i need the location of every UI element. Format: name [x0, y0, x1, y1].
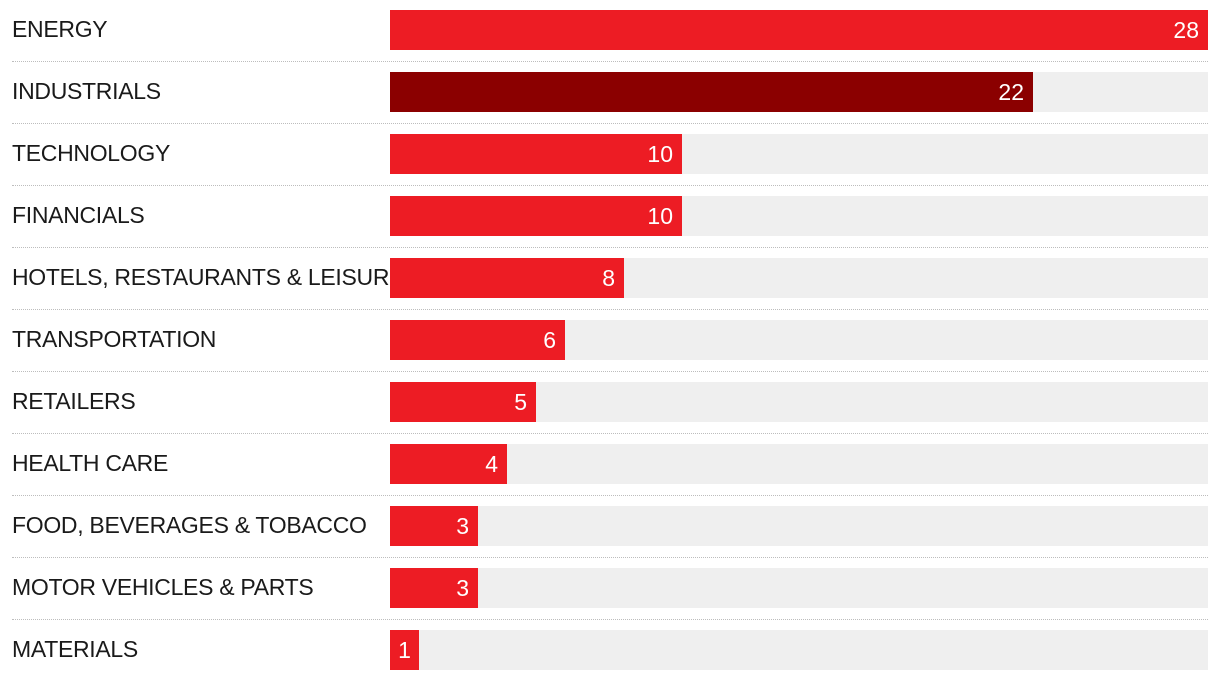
bar-value-label: 10: [647, 203, 673, 229]
row-divider: [12, 247, 1208, 248]
chart-row: MOTOR VEHICLES & PARTS 3: [0, 558, 1220, 620]
category-label: INDUSTRIALS: [12, 78, 161, 104]
bar: 10: [390, 134, 682, 174]
bar: 1: [390, 630, 419, 670]
bar-track: 3: [390, 568, 1208, 608]
bar: 3: [390, 568, 478, 608]
row-divider: [12, 123, 1208, 124]
category-label: MATERIALS: [12, 636, 138, 662]
bar-track: 3: [390, 506, 1208, 546]
chart-row: MATERIALS 1: [0, 620, 1220, 682]
row-divider: [12, 185, 1208, 186]
bar-value-label: 10: [647, 141, 673, 167]
row-divider: [12, 309, 1208, 310]
bar: 4: [390, 444, 507, 484]
chart-row: TECHNOLOGY 10: [0, 124, 1220, 186]
chart-row: FOOD, BEVERAGES & TOBACCO 3: [0, 496, 1220, 558]
bar-track: 22: [390, 72, 1208, 112]
bar-track: 4: [390, 444, 1208, 484]
bar-track: 10: [390, 196, 1208, 236]
bar-value-label: 3: [456, 513, 469, 539]
category-label: TRANSPORTATION: [12, 326, 217, 352]
row-divider: [12, 61, 1208, 62]
category-label: RETAILERS: [12, 388, 136, 414]
chart-row: TRANSPORTATION 6: [0, 310, 1220, 372]
row-divider: [12, 433, 1208, 434]
row-divider: [12, 557, 1208, 558]
bar-value-label: 5: [514, 389, 527, 415]
bar-track: 5: [390, 382, 1208, 422]
chart-row: HEALTH CARE 4: [0, 434, 1220, 496]
bar-track: 28: [390, 10, 1208, 50]
bar: 6: [390, 320, 565, 360]
bar-track: 8: [390, 258, 1208, 298]
bar: 28: [390, 10, 1208, 50]
category-label: TECHNOLOGY: [12, 140, 171, 166]
bar: 5: [390, 382, 536, 422]
category-label: HEALTH CARE: [12, 450, 169, 476]
category-label: FINANCIALS: [12, 202, 145, 228]
bar: 8: [390, 258, 624, 298]
category-label: ENERGY: [12, 16, 108, 42]
category-label: HOTELS, RESTAURANTS & LEISURE: [12, 264, 405, 290]
chart-row: FINANCIALS 10: [0, 186, 1220, 248]
bar-value-label: 6: [543, 327, 556, 353]
bar: 22: [390, 72, 1033, 112]
bar-value-label: 4: [485, 451, 498, 477]
bar-value-label: 3: [456, 575, 469, 601]
category-label: MOTOR VEHICLES & PARTS: [12, 574, 314, 600]
row-divider: [12, 371, 1208, 372]
row-divider: [12, 495, 1208, 496]
bar-value-label: 8: [602, 265, 615, 291]
bar-value-label: 28: [1173, 17, 1199, 43]
chart-row: HOTELS, RESTAURANTS & LEISURE 8: [0, 248, 1220, 310]
bar-track: 1: [390, 630, 1208, 670]
bar-value-label: 1: [398, 637, 411, 663]
bar: 10: [390, 196, 682, 236]
bar-value-label: 22: [998, 79, 1024, 105]
category-label: FOOD, BEVERAGES & TOBACCO: [12, 512, 367, 538]
bar: 3: [390, 506, 478, 546]
bar-track: 10: [390, 134, 1208, 174]
row-divider: [12, 619, 1208, 620]
bar-track: 6: [390, 320, 1208, 360]
chart-row: INDUSTRIALS 22: [0, 62, 1220, 124]
chart-row: RETAILERS 5: [0, 372, 1220, 434]
chart-row: ENERGY 28: [0, 0, 1220, 62]
